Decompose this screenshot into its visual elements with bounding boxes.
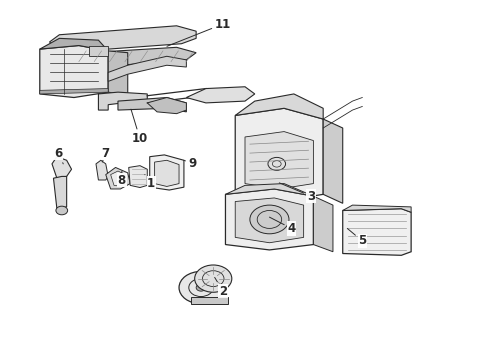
Text: 7: 7 xyxy=(102,147,110,162)
Polygon shape xyxy=(323,119,343,203)
Text: 8: 8 xyxy=(118,171,126,186)
Polygon shape xyxy=(129,166,147,188)
Polygon shape xyxy=(89,45,108,56)
Polygon shape xyxy=(314,196,333,252)
Polygon shape xyxy=(186,87,255,103)
Circle shape xyxy=(179,271,223,304)
Polygon shape xyxy=(343,205,411,212)
Text: 10: 10 xyxy=(131,109,148,145)
Text: 2: 2 xyxy=(215,278,227,298)
Text: 11: 11 xyxy=(167,18,231,46)
Polygon shape xyxy=(235,108,323,202)
Polygon shape xyxy=(40,39,108,51)
Circle shape xyxy=(196,284,206,291)
Polygon shape xyxy=(74,47,196,67)
Polygon shape xyxy=(225,184,314,196)
Polygon shape xyxy=(225,189,314,250)
Polygon shape xyxy=(108,51,128,96)
Circle shape xyxy=(56,206,68,215)
Polygon shape xyxy=(53,176,67,209)
Text: 4: 4 xyxy=(270,217,295,235)
Polygon shape xyxy=(147,98,186,114)
Polygon shape xyxy=(155,160,179,186)
Polygon shape xyxy=(111,171,127,186)
Polygon shape xyxy=(343,209,411,255)
Polygon shape xyxy=(106,167,130,189)
Text: 3: 3 xyxy=(279,183,315,203)
Circle shape xyxy=(250,205,289,234)
Polygon shape xyxy=(191,297,228,304)
Polygon shape xyxy=(96,160,108,180)
Text: 1: 1 xyxy=(145,175,155,190)
Polygon shape xyxy=(40,45,108,98)
Polygon shape xyxy=(98,92,147,110)
Polygon shape xyxy=(108,56,186,81)
Polygon shape xyxy=(235,94,323,119)
Polygon shape xyxy=(52,157,72,178)
Circle shape xyxy=(195,265,232,292)
Polygon shape xyxy=(118,98,186,112)
Polygon shape xyxy=(245,132,314,189)
Polygon shape xyxy=(150,155,184,190)
Text: 5: 5 xyxy=(347,228,367,247)
Polygon shape xyxy=(40,89,108,94)
Polygon shape xyxy=(49,26,196,53)
Text: 6: 6 xyxy=(54,147,63,164)
Polygon shape xyxy=(235,198,304,243)
Text: 9: 9 xyxy=(184,157,197,170)
